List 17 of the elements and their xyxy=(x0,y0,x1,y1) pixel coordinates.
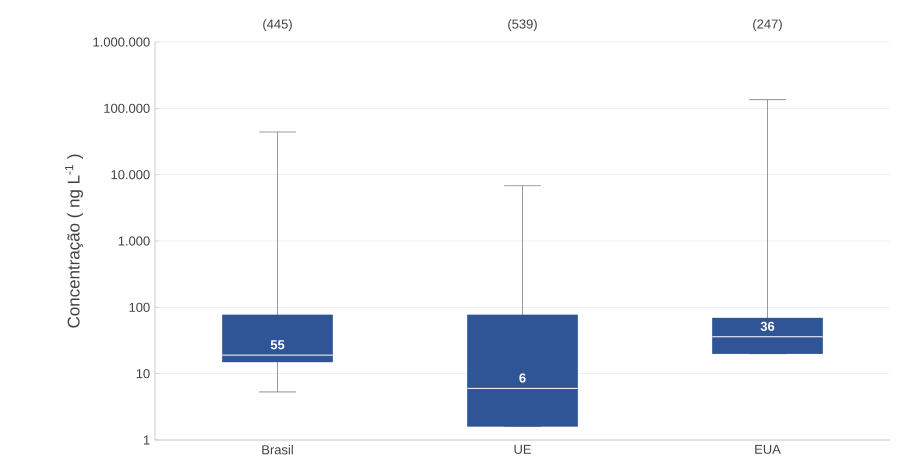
annotation: 55 xyxy=(270,340,284,350)
y-tick-label: 1.000 xyxy=(118,236,150,246)
x-tick-label: Brasil xyxy=(262,444,293,454)
text: (445) xyxy=(263,19,292,32)
y-tick-label: 1 xyxy=(144,436,150,444)
y-tick-label: 1.000.000 xyxy=(94,37,150,47)
y-tick-label: 100 xyxy=(130,302,150,312)
x-tick-label: UE xyxy=(514,444,531,454)
text: (539) xyxy=(508,19,537,32)
x-tick-label: EUA xyxy=(755,444,781,454)
text: (247) xyxy=(753,19,782,32)
y-tick-label: 100.000 xyxy=(104,104,150,113)
annotation: 6 xyxy=(519,373,526,383)
annotation: 36 xyxy=(760,322,774,331)
y-tick-label: 10 xyxy=(136,369,150,378)
y-axis-title: Concentração ( ng L$^{-1}$ ) xyxy=(65,154,84,328)
y-tick-label: 10.000 xyxy=(112,170,150,180)
